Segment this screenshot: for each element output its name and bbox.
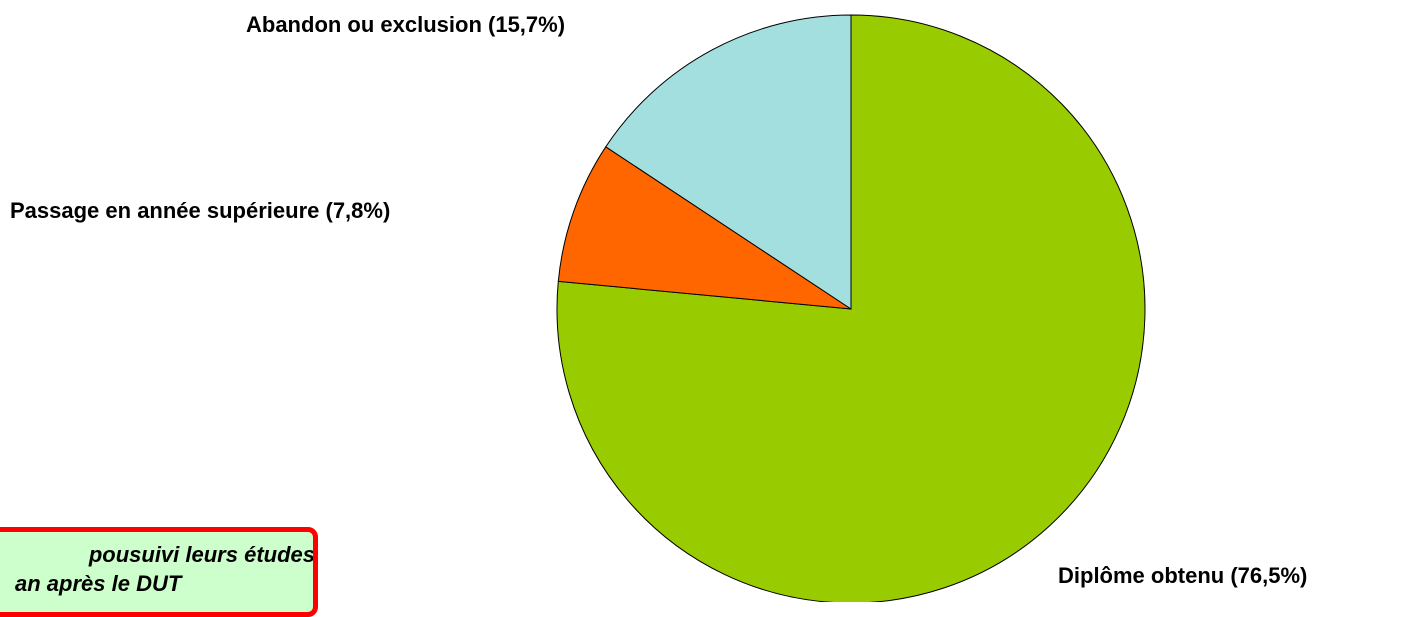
slice-label-abandon-exclusion: Abandon ou exclusion (15,7%) [246, 12, 566, 37]
pie-chart [556, 14, 1146, 602]
slice-label-passage-annee-superieure: Passage en année supérieure (7,8%) [10, 198, 391, 223]
slice-abandon-exclusion [605, 14, 852, 310]
note-text-line-2: an après le DUT [15, 571, 182, 596]
slice-passage-annee-superieure [557, 146, 852, 310]
slice-diplome-obtenu [556, 14, 1146, 602]
note-text-line-1: pousuivi leurs études [88, 542, 315, 567]
slice-label-diplome-obtenu: Diplôme obtenu (76,5%) [1058, 563, 1308, 588]
pie-slices [556, 14, 1146, 602]
note-callout-box: pousuivi leurs études an après le DUT [0, 527, 318, 617]
